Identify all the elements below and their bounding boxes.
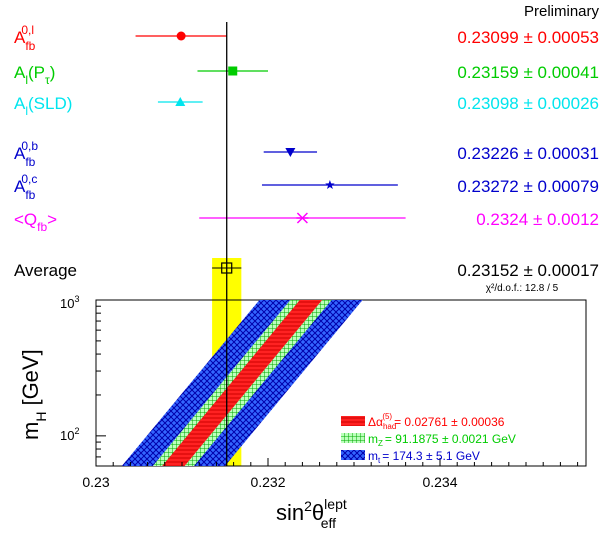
measurement-row-0: Afb0,l 0.23099 ± 0.00053 bbox=[14, 23, 599, 53]
x-tick-label-0: 0.23 bbox=[82, 474, 109, 490]
marker-circle-0 bbox=[176, 31, 186, 41]
legend-entry-dalpha: Δαhad(5) = 0.02761 ± 0.00036 bbox=[368, 412, 505, 431]
marker-triangle-up-2 bbox=[175, 97, 186, 106]
measurement-value-1: 0.23159 ± 0.00041 bbox=[457, 63, 599, 82]
legend-swatch-dalpha bbox=[341, 416, 365, 426]
measurement-row-1: Al(Pτ) 0.23159 ± 0.00041 bbox=[14, 63, 599, 87]
marker-triangle-down-3 bbox=[285, 148, 296, 157]
marker-cross-5 bbox=[296, 212, 309, 224]
marker-star-4 bbox=[325, 180, 335, 189]
measurement-row-5: <Qfb> 0.2324 ± 0.0012 bbox=[14, 210, 599, 234]
measurement-label-0: Afb0,l bbox=[14, 23, 36, 53]
measurement-value-3: 0.23226 ± 0.00031 bbox=[457, 144, 599, 163]
axis-ticks bbox=[95, 299, 579, 467]
y-tick-label-100: 102 bbox=[60, 426, 79, 443]
measurement-label-5: <Qfb> bbox=[14, 210, 57, 234]
measurement-label-4: Afb0,c bbox=[14, 172, 37, 202]
measurement-label-2: Al(SLD) bbox=[14, 94, 72, 118]
measurement-value-2: 0.23098 ± 0.00026 bbox=[457, 94, 599, 113]
dalpha-band bbox=[162, 300, 323, 466]
marker-square-1 bbox=[228, 66, 238, 76]
mh-plot: 0.23 0.232 0.234 103 102 sin2θlept eff mH… bbox=[18, 294, 587, 531]
measurement-row-4: Afb0,c 0.23272 ± 0.00079 bbox=[14, 172, 599, 202]
measurement-rows: Afb0,l 0.23099 ± 0.00053 Al(Pτ) 0.23159 ± 0… bbox=[14, 23, 599, 234]
measurement-row-2: Al(SLD) 0.23098 ± 0.00026 bbox=[14, 94, 599, 118]
measurement-value-5: 0.2324 ± 0.0012 bbox=[476, 210, 599, 229]
legend-swatch-mt bbox=[341, 450, 365, 460]
average-label: Average bbox=[14, 261, 77, 280]
measurement-row-3: Afb0,b 0.23226 ± 0.00031 bbox=[14, 139, 599, 169]
x-tick-label-1: 0.232 bbox=[250, 474, 285, 490]
legend-swatch-mz bbox=[341, 433, 365, 443]
y-tick-label-1000: 103 bbox=[60, 294, 79, 311]
measurement-value-0: 0.23099 ± 0.00053 bbox=[457, 28, 599, 47]
measurement-label-1: Al(Pτ) bbox=[14, 63, 55, 87]
chi2-label: χ²/d.o.f.: 12.8 / 5 bbox=[486, 283, 559, 294]
measurement-label-3: Afb0,b bbox=[14, 139, 38, 169]
y-axis-label: mH[GeV] bbox=[18, 349, 49, 440]
preliminary-label: Preliminary bbox=[524, 3, 600, 20]
average-value: 0.23152 ± 0.00017 bbox=[457, 261, 599, 280]
measurement-value-4: 0.23272 ± 0.00079 bbox=[457, 177, 599, 196]
legend-entry-mt: mt = 174.3 ± 5.1 GeV bbox=[368, 449, 480, 465]
x-axis-label: sin2θlept eff bbox=[276, 496, 347, 531]
x-tick-label-2: 0.234 bbox=[422, 474, 457, 490]
legend: Δαhad(5) = 0.02761 ± 0.00036 mZ = 91.1875 … bbox=[341, 412, 516, 465]
legend-entry-mz: mZ = 91.1875 ± 0.0021 GeV bbox=[368, 432, 516, 448]
